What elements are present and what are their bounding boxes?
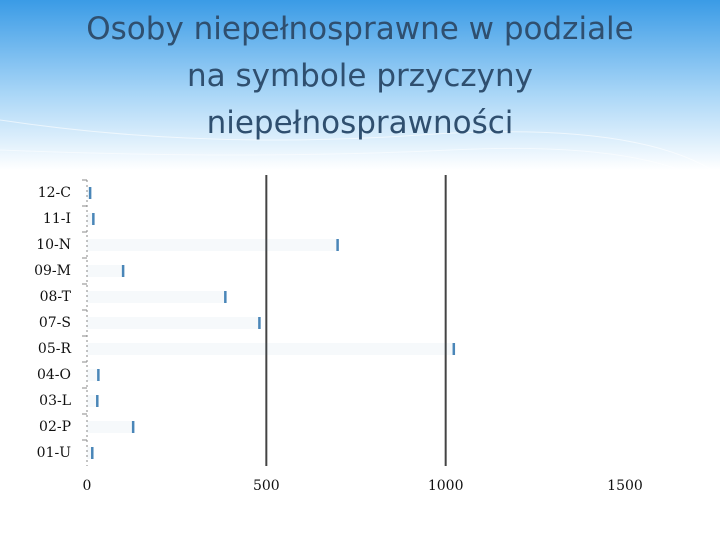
- x-tick-label: 0: [83, 478, 92, 494]
- y-tick-label: 02-P: [39, 419, 71, 435]
- bar: [87, 395, 98, 407]
- y-tick-label: 09-M: [34, 263, 71, 279]
- bar: [87, 239, 338, 251]
- bar-end: [131, 421, 135, 433]
- bar: [87, 187, 90, 199]
- bar: [87, 421, 133, 433]
- bar-end: [121, 265, 125, 277]
- y-tick-label: 07-S: [39, 315, 71, 331]
- bar-end: [452, 343, 456, 355]
- y-tick-label: 05-R: [38, 341, 72, 357]
- y-tick-label: 03-L: [39, 393, 71, 409]
- y-tick-label: 01-U: [37, 445, 72, 461]
- chart-title: Osoby niepełnosprawne w podziale na symbo…: [86, 11, 634, 141]
- x-tick-label: 500: [253, 478, 280, 494]
- x-tick-label: 1500: [607, 478, 643, 494]
- bar: [87, 291, 226, 303]
- bar-end: [224, 291, 227, 303]
- y-tick-label: 08-T: [40, 289, 72, 305]
- y-tick-label: 12-C: [38, 185, 71, 201]
- y-tick-label: 10-N: [36, 237, 71, 253]
- bar-end: [88, 187, 92, 199]
- bar: [87, 343, 454, 355]
- y-tick-label: 11-I: [43, 211, 71, 227]
- bar-end: [336, 239, 339, 251]
- bar: [87, 369, 99, 381]
- bar-end: [97, 369, 100, 381]
- y-tick-label: 04-O: [37, 367, 71, 383]
- bar: [87, 447, 93, 459]
- header-background: [0, 0, 720, 170]
- bar: [87, 213, 94, 225]
- bar: [87, 265, 123, 277]
- decoration: [0, 147, 720, 191]
- bar: [87, 317, 260, 329]
- bar-end: [96, 395, 99, 407]
- bar-end: [92, 213, 95, 225]
- bar-end: [91, 447, 94, 459]
- bar-end: [258, 317, 261, 329]
- decoration: [0, 119, 720, 176]
- x-tick-label: 1000: [428, 478, 464, 494]
